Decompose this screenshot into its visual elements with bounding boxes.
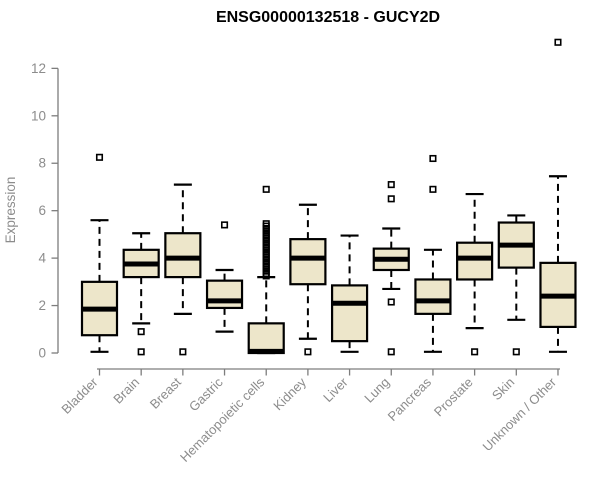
box-group-gastric [205, 221, 244, 333]
outlier-point [387, 181, 395, 189]
iqr-box [414, 278, 452, 315]
x-tick-label-bladder: Bladder [58, 374, 101, 417]
box-group-pancreas [414, 154, 452, 353]
x-tick-label-lung: Lung [361, 375, 392, 406]
plot-boxes [80, 38, 577, 356]
box-group-lung [372, 181, 410, 356]
iqr-box [456, 241, 494, 281]
outlier-point [387, 298, 395, 306]
box-group-bladder [80, 153, 119, 353]
iqr-box [164, 232, 202, 279]
outlier-point [429, 185, 437, 193]
x-tick-label-kidney: Kidney [270, 374, 309, 413]
x-tick-label-gastric: Gastric [186, 374, 226, 414]
iqr-box [205, 279, 244, 310]
iqr-box [289, 238, 327, 286]
outlier-point [95, 153, 104, 161]
y-tick-label: 12 [31, 61, 46, 76]
outlier-point [137, 328, 145, 336]
x-tick-label-pancreas: Pancreas [385, 374, 435, 424]
outlier-point [304, 348, 312, 356]
outlier-point [262, 220, 270, 228]
iqr-box [247, 322, 285, 355]
y-tick-label: 8 [38, 156, 46, 171]
x-tick-label-unknown-other: Unknown / Other [480, 374, 560, 454]
y-tick-label: 4 [38, 251, 46, 266]
outlier-point [471, 348, 479, 356]
outlier-point [179, 348, 187, 356]
outlier-point [429, 154, 437, 163]
x-tick-label-prostate: Prostate [431, 375, 476, 420]
box-group-unknown-other [539, 38, 577, 353]
box-group-prostate [456, 192, 494, 356]
outlier-point [512, 348, 520, 356]
outlier-point [554, 38, 562, 46]
box-group-liver [330, 234, 369, 353]
y-tick-label: 10 [31, 108, 46, 123]
chart-title: ENSG00000132518 - GUCY2D [216, 9, 440, 26]
box-group-breast [164, 183, 202, 356]
x-tick-label-breast: Breast [147, 374, 184, 411]
box-group-kidney [289, 203, 327, 356]
y-axis-label: Expression [3, 177, 18, 244]
outlier-point [387, 195, 395, 203]
iqr-box [330, 284, 369, 343]
x-tick-label-brain: Brain [110, 375, 142, 407]
x-tick-label-liver: Liver [320, 374, 351, 405]
y-tick-label: 2 [38, 298, 46, 313]
y-tick-label: 6 [38, 203, 46, 218]
box-group-hematopoietic-cells [247, 185, 285, 355]
box-group-skin [497, 214, 535, 356]
outlier-point [137, 348, 145, 356]
box-group-brain [122, 232, 160, 356]
outlier-point [220, 221, 229, 229]
outlier-point [387, 348, 395, 356]
y-tick-label: 0 [38, 346, 46, 361]
outlier-point [262, 185, 270, 193]
x-tick-label-skin: Skin [489, 375, 517, 403]
